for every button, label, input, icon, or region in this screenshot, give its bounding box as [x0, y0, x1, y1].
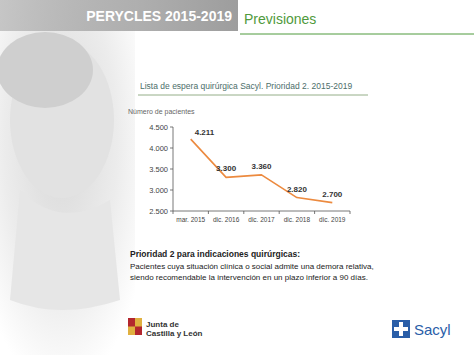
y-tick-label: 3.000: [149, 186, 168, 195]
x-axis: [173, 211, 350, 212]
y-tick: [170, 127, 173, 128]
x-tick-label: dic. 2019: [319, 216, 346, 223]
chart-title: Lista de espera quirúrgica Sacyl. Priori…: [140, 81, 352, 91]
statue-beard: [10, 190, 120, 310]
x-tick: [279, 211, 280, 214]
note-title: Prioridad 2 para indicaciones quirúrgica…: [130, 249, 300, 259]
data-label: 2.700: [322, 190, 343, 199]
logo-text: Castilla y León: [146, 329, 203, 338]
data-label: 3.360: [251, 162, 272, 171]
x-tick: [243, 211, 244, 214]
section-rule: [240, 34, 474, 35]
header-bar: [0, 0, 238, 31]
y-tick-label: 4.000: [149, 144, 168, 153]
series-line: [191, 139, 333, 202]
x-tick-label: dic. 2017: [248, 216, 275, 223]
statue-helmet: [0, 32, 93, 108]
section-title: Previsiones: [244, 11, 316, 27]
y-label: Número de pacientes: [128, 108, 195, 116]
x-tick-label: dic. 2016: [213, 216, 240, 223]
plot-area: [191, 139, 333, 202]
x-tick: [314, 211, 315, 214]
data-label: 2.820: [287, 185, 308, 194]
crest: [128, 318, 142, 335]
title-rule: [138, 95, 368, 96]
y-tick: [170, 211, 173, 212]
crest-quarter: [135, 318, 142, 327]
slide: PERYCLES 2015-2019 Previsiones Lista de es…: [0, 0, 474, 355]
logo-sacyl: Sacyl: [414, 321, 451, 338]
header-title: PERYCLES 2015-2019: [86, 8, 232, 24]
y-tick: [170, 190, 173, 191]
logo-text: Junta de: [146, 320, 179, 329]
x-tick-label: dic. 2018: [284, 216, 311, 223]
sacyl-cross: [394, 327, 408, 331]
y-tick-label: 4.500: [149, 123, 168, 132]
crest-quarter: [128, 327, 135, 336]
y-tick: [170, 169, 173, 170]
x-tick: [208, 211, 209, 214]
note-line: siendo recomendable la intervención en u…: [130, 273, 368, 282]
y-tick: [170, 148, 173, 149]
y-tick-label: 3.500: [149, 165, 168, 174]
data-label: 3.300: [216, 164, 237, 173]
x-tick: [173, 211, 174, 214]
x-tick-label: mar. 2015: [176, 216, 205, 223]
sacyl-mark: [392, 320, 410, 338]
y-tick-label: 2.500: [149, 207, 168, 216]
data-label: 4.211: [195, 128, 215, 137]
note-line: Pacientes cuya situación clínica o socia…: [130, 262, 374, 271]
x-tick: [350, 211, 351, 214]
